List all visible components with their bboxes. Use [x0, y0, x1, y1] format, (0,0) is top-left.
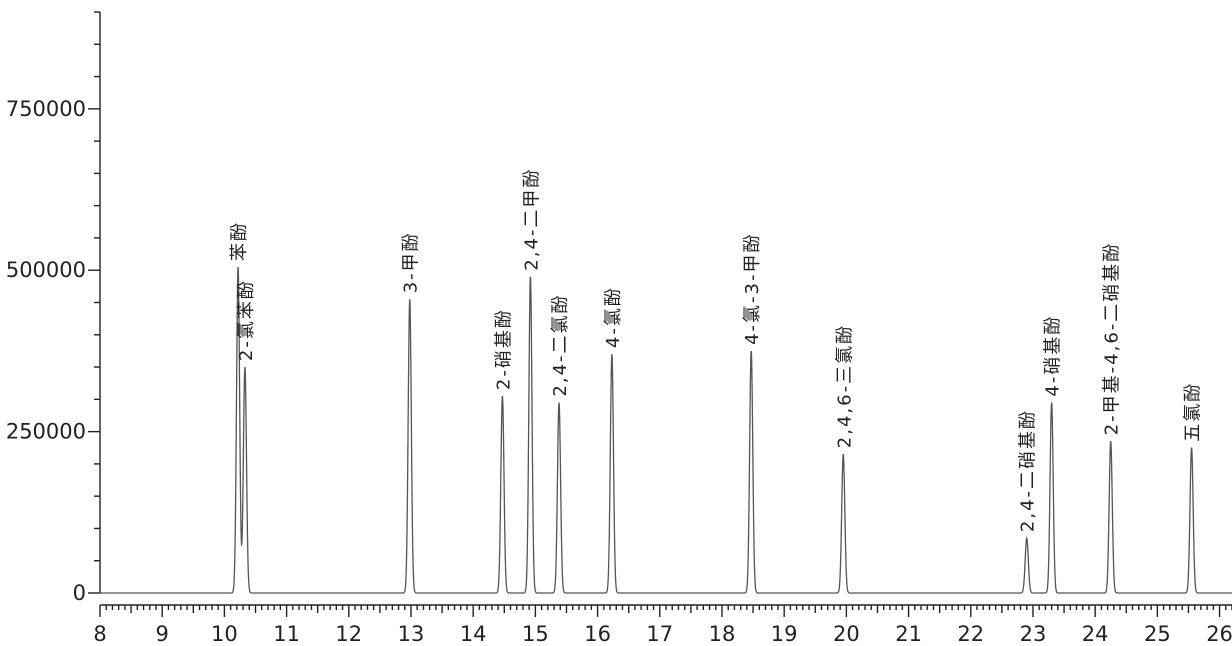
peak-label: 2,4-二硝基酚: [1018, 409, 1039, 532]
x-tick-label: 10: [211, 622, 238, 646]
chromatogram-line: [100, 266, 1232, 594]
y-tick-label: 500000: [6, 258, 86, 282]
x-tick-label: 11: [273, 622, 300, 646]
peak-label: 2-甲基-4,6-二硝基酚: [1102, 242, 1123, 436]
peak-labels: 苯酚 2-氯苯酚 3-甲酚 2-硝基酚 2,4-二甲酚 2,4-二氯酚 4-氯酚 4-氯-3-…: [229, 168, 1204, 533]
x-tick-label: 14: [460, 622, 487, 646]
x-tick-label: 16: [584, 622, 611, 646]
x-tick-label: 24: [1082, 622, 1109, 646]
peak-label: 2,4-二氯酚: [550, 293, 571, 396]
peak-label: 4-硝基酚: [1043, 315, 1064, 397]
chromatogram-trace-group: [100, 266, 1232, 594]
y-tick-label: 750000: [6, 97, 86, 121]
x-tick-label: 8: [93, 622, 106, 646]
peak-label: 4-氯酚: [603, 286, 624, 348]
x-tick-label: 13: [398, 622, 425, 646]
x-tick-label: 20: [833, 622, 860, 646]
x-tick-label: 23: [1020, 622, 1047, 646]
x-tick-label: 22: [957, 622, 984, 646]
y-tick-label: 250000: [6, 420, 86, 444]
y-tick-label: 0: [73, 581, 86, 605]
x-tick-label: 25: [1144, 622, 1171, 646]
x-axis: 8 9 10 11 12 13 14 15 16 17 18 19 20 21 22 23 24 25 26: [93, 604, 1232, 646]
x-tick-label: 26: [1206, 622, 1232, 646]
x-tick-label: 17: [646, 622, 673, 646]
y-axis: 0 250000 500000 750000: [6, 11, 101, 605]
x-tick-label: 19: [771, 622, 798, 646]
peak-label: 苯酚: [229, 221, 250, 261]
peak-label: 2,4,6-三氯酚: [834, 324, 855, 448]
x-tick-label: 21: [895, 622, 922, 646]
x-tick-label: 12: [335, 622, 362, 646]
peak-label: 2-硝基酚: [493, 308, 514, 390]
peak-label: 2-氯苯酚: [236, 279, 257, 361]
x-tick-label: 15: [522, 622, 549, 646]
x-tick-label: 18: [709, 622, 736, 646]
peak-label: 2,4-二甲酚: [521, 168, 542, 271]
peak-label: 4-氯-3-甲酚: [742, 233, 763, 345]
peak-label: 3-甲酚: [401, 231, 422, 293]
peak-label: 五氯酚: [1183, 382, 1204, 442]
x-tick-label: 9: [156, 622, 169, 646]
